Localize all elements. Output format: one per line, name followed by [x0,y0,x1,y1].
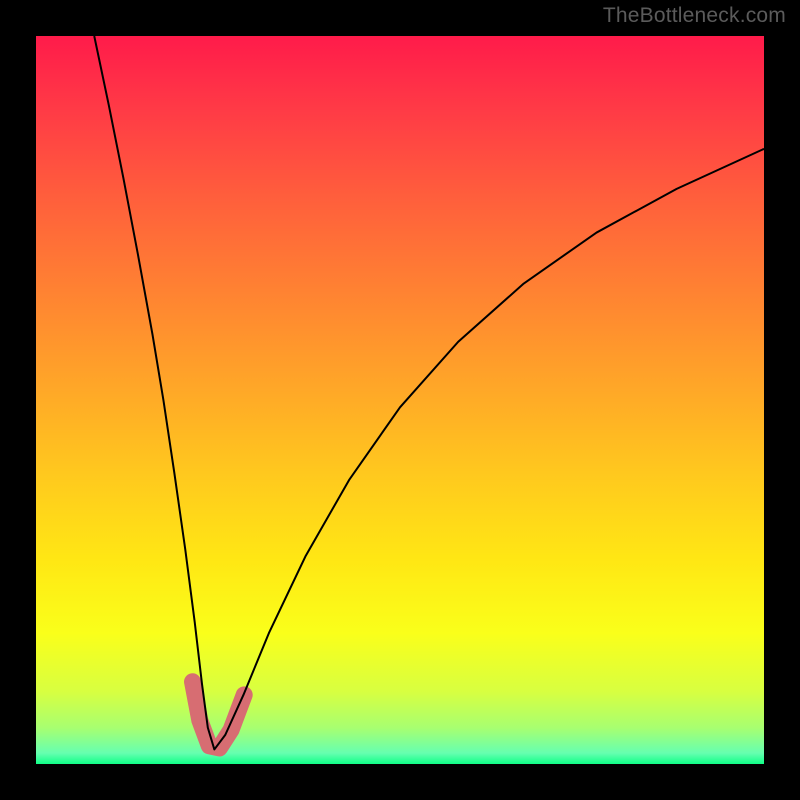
plot-area [36,36,764,764]
bottom-u-marker [193,682,245,748]
chart-frame: TheBottleneck.com [0,0,800,800]
bottleneck-curve [94,36,764,749]
curve-overlay [36,36,764,764]
watermark-text: TheBottleneck.com [603,4,786,28]
